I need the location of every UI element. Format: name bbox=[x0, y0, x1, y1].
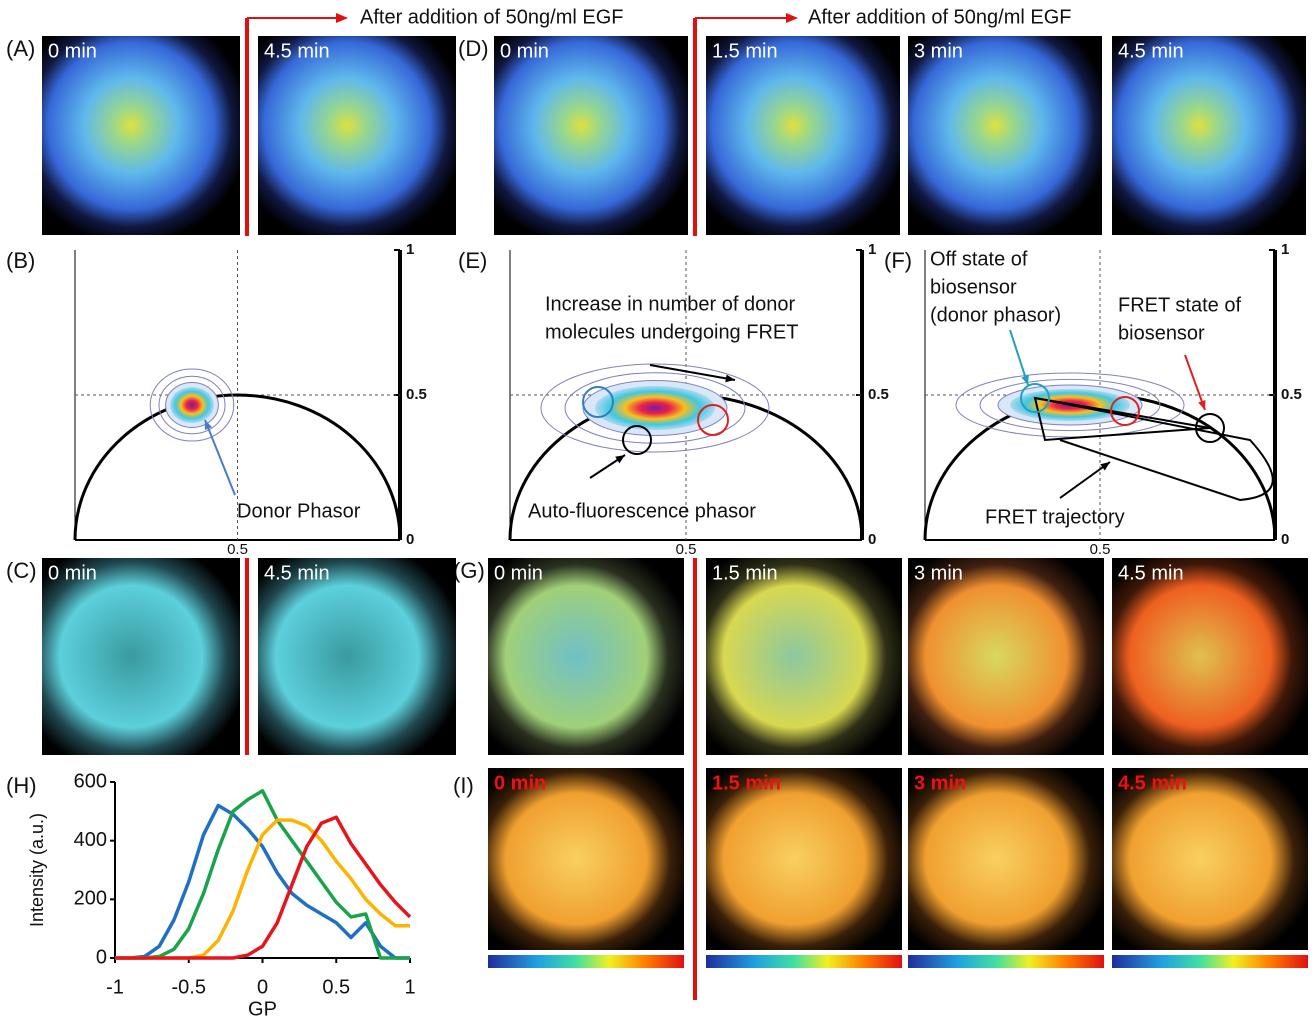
micrograph-signal bbox=[908, 768, 1104, 950]
annotation: Donor Phasor bbox=[237, 500, 361, 522]
annotation: Auto-fluorescence phasor bbox=[528, 500, 756, 522]
time-label: 0 min bbox=[48, 40, 97, 62]
panel-label: (I) bbox=[453, 773, 474, 798]
y-tick-label: 0.5 bbox=[1281, 386, 1302, 403]
colorbar bbox=[488, 955, 684, 968]
micrograph-signal bbox=[488, 768, 684, 950]
x-tick-label: 0.5 bbox=[227, 541, 248, 558]
annotation: biosensor bbox=[930, 276, 1017, 298]
x-tick-label: -0.5 bbox=[172, 976, 206, 998]
y-tick-label: 1 bbox=[1281, 241, 1289, 258]
pointer-head bbox=[1198, 400, 1205, 410]
micrograph-signal bbox=[908, 558, 1104, 755]
time-label: 0 min bbox=[494, 772, 546, 794]
y-axis-title: Intensity (a.u.) bbox=[27, 813, 47, 927]
time-label: 1.5 min bbox=[712, 772, 781, 794]
colorbar bbox=[706, 955, 902, 968]
x-axis-title: GP bbox=[248, 998, 277, 1020]
time-label: 0 min bbox=[494, 562, 543, 584]
time-label: 0 min bbox=[48, 562, 97, 584]
colorbar bbox=[908, 955, 1104, 968]
y-tick-label: 0 bbox=[406, 531, 414, 548]
y-tick-label: 0.5 bbox=[868, 386, 889, 403]
panel-label: (C) bbox=[6, 558, 37, 583]
colorbar bbox=[1112, 955, 1308, 968]
time-label: 3 min bbox=[914, 40, 963, 62]
annotation: FRET trajectory bbox=[985, 506, 1125, 528]
panel-label: (H) bbox=[6, 773, 37, 798]
time-label: 0 min bbox=[500, 40, 549, 62]
y-tick-label: 400 bbox=[74, 829, 107, 851]
time-label: 1.5 min bbox=[712, 562, 778, 584]
time-label: 3 min bbox=[914, 772, 966, 794]
panel-label: (E) bbox=[458, 248, 487, 273]
micrograph-signal bbox=[42, 36, 240, 235]
figure: After addition of 50ng/ml EGF After addi… bbox=[0, 0, 1315, 1022]
micrograph-signal bbox=[908, 36, 1102, 235]
time-label: 4.5 min bbox=[1118, 772, 1187, 794]
pointer-head bbox=[615, 455, 625, 463]
micrograph-signal bbox=[258, 558, 456, 755]
y-tick-label: 0 bbox=[868, 531, 876, 548]
y-tick-label: 200 bbox=[74, 888, 107, 910]
x-tick-label: 0.5 bbox=[322, 976, 350, 998]
panel-label: (D) bbox=[458, 36, 489, 61]
micrograph-signal bbox=[42, 558, 240, 755]
y-tick-label: 0 bbox=[1281, 531, 1289, 548]
series-line bbox=[115, 820, 410, 958]
panel-label: (A) bbox=[6, 36, 35, 61]
annotation: Off state of bbox=[930, 248, 1028, 270]
micrograph-signal bbox=[1112, 558, 1308, 755]
series-line bbox=[115, 805, 410, 958]
pointer-head bbox=[1100, 462, 1110, 471]
panel-label: (B) bbox=[6, 248, 35, 273]
micrograph-signal bbox=[706, 36, 900, 235]
y-tick-label: 0.5 bbox=[406, 386, 427, 403]
micrograph-signal bbox=[1112, 36, 1306, 235]
micrograph-signal bbox=[258, 36, 456, 235]
y-tick-label: 1 bbox=[868, 241, 876, 258]
micrograph-signal bbox=[1112, 768, 1308, 950]
y-tick-label: 0 bbox=[96, 946, 107, 968]
panel-label: (F) bbox=[884, 248, 912, 273]
time-label: 3 min bbox=[914, 562, 963, 584]
annotation: (donor phasor) bbox=[930, 304, 1061, 326]
panel-label: (G) bbox=[453, 558, 485, 583]
time-label: 4.5 min bbox=[1118, 40, 1184, 62]
time-label: 4.5 min bbox=[264, 562, 330, 584]
micrograph-signal bbox=[494, 36, 688, 235]
y-tick-label: 600 bbox=[74, 770, 107, 792]
annotation: molecules undergoing FRET bbox=[545, 321, 798, 343]
time-label: 4.5 min bbox=[1118, 562, 1184, 584]
series-line bbox=[115, 791, 410, 958]
micrograph-signal bbox=[488, 558, 684, 755]
arrow-label: After addition of 50ng/ml EGF bbox=[808, 6, 1071, 28]
micrograph-signal bbox=[706, 768, 902, 950]
annotation: biosensor bbox=[1118, 322, 1205, 344]
x-tick-label: -1 bbox=[106, 976, 124, 998]
x-tick-label: 0.5 bbox=[676, 541, 697, 558]
micrograph-signal bbox=[706, 558, 902, 755]
arrow-label: After addition of 50ng/ml EGF bbox=[360, 6, 623, 28]
pointer bbox=[1060, 462, 1110, 498]
time-label: 1.5 min bbox=[712, 40, 778, 62]
x-tick-label: 1 bbox=[404, 976, 415, 998]
annotation: FRET state of bbox=[1118, 294, 1241, 316]
time-label: 4.5 min bbox=[264, 40, 330, 62]
phasor-cloud bbox=[595, 386, 715, 430]
x-tick-label: 0.5 bbox=[1090, 541, 1111, 558]
phasor-cloud bbox=[170, 387, 214, 423]
y-tick-label: 1 bbox=[406, 241, 414, 258]
x-tick-label: 0 bbox=[257, 976, 268, 998]
annotation: Increase in number of donor bbox=[545, 293, 795, 315]
